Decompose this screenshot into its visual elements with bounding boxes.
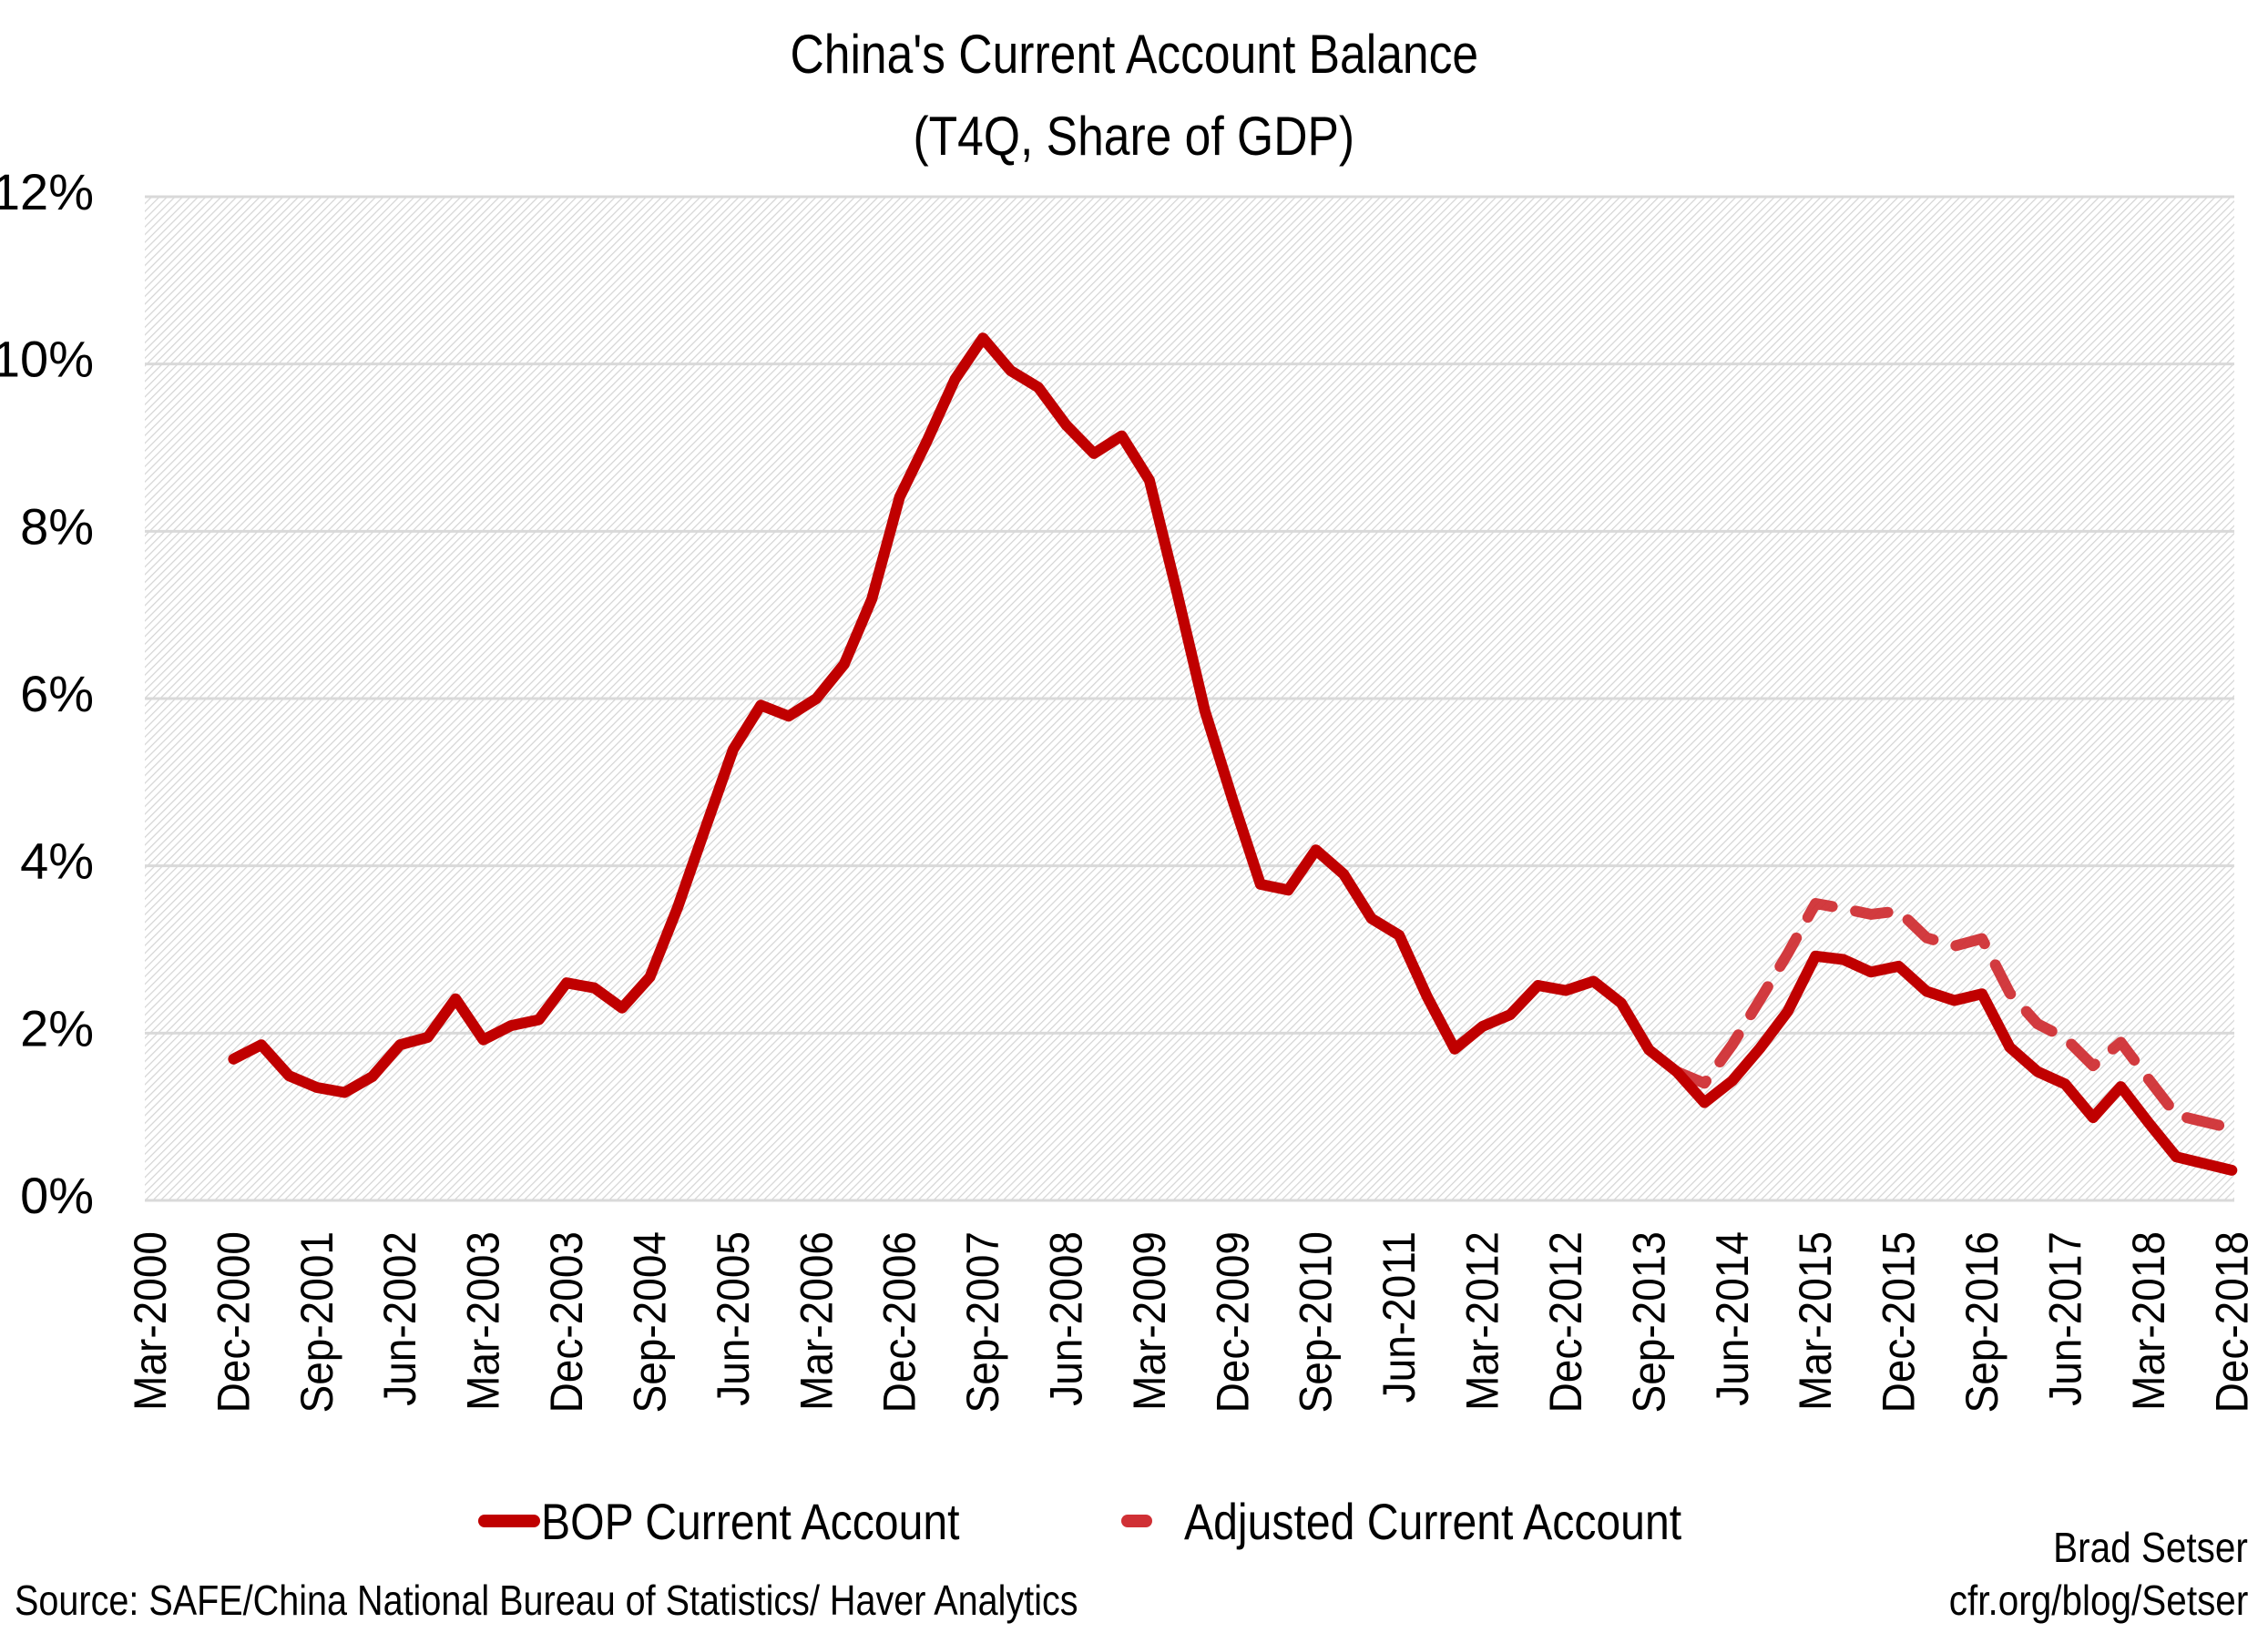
- x-tick-label: Sep-2010: [1292, 1231, 1342, 1413]
- chart-title-line-1: China's Current Account Balance: [0, 23, 2268, 87]
- x-tick-label: Mar-2003: [459, 1231, 509, 1411]
- solid-line-swatch-icon: [478, 1515, 540, 1527]
- legend-label-adjusted: Adjusted Current Account: [1184, 1492, 1682, 1550]
- y-tick-label: 2%: [20, 999, 94, 1056]
- series-layer: [228, 332, 2238, 1176]
- y-tick-label: 6%: [20, 665, 94, 722]
- legend-item-adjusted[interactable]: Adjusted Current Account: [1120, 1485, 1762, 1557]
- x-tick-label: Jun-2017: [2041, 1231, 2091, 1406]
- x-tick-label: Jun-2002: [376, 1231, 426, 1406]
- chart-subtitle: (T4Q, Share of GDP): [913, 106, 1355, 167]
- y-tick-label: 0%: [20, 1167, 94, 1224]
- source-text: Source: SAFE/China National Bureau of St…: [15, 1577, 1078, 1624]
- x-tick-label: Sep-2013: [1625, 1231, 1675, 1413]
- chart-title: China's Current Account Balance: [790, 24, 1478, 85]
- x-tick-label: Dec-2012: [1541, 1231, 1591, 1413]
- x-tick-label: Mar-2018: [2124, 1231, 2174, 1411]
- x-tick-label: Jun-2011: [1374, 1231, 1425, 1403]
- blog-url-text: cfr.org/blog/Setser: [1948, 1577, 2248, 1624]
- x-tick-label: Sep-2001: [292, 1231, 342, 1413]
- x-axis-labels: Mar-2000 Dec-2000 Sep-2001 Jun-2002 Mar-2003…: [126, 1231, 2257, 1413]
- x-tick-label: Dec-2009: [1209, 1231, 1259, 1413]
- x-tick-label: Sep-2007: [958, 1231, 1008, 1413]
- adjusted-current-account-line: [1670, 898, 2238, 1134]
- author-credit: Brad Setser: [2027, 1523, 2248, 1572]
- source-note: Source: SAFE/China National Bureau of St…: [15, 1576, 1251, 1625]
- legend-item-bop[interactable]: BOP Current Account: [477, 1485, 1027, 1557]
- x-tick-label: Mar-2000: [126, 1231, 176, 1411]
- x-tick-label: Jun-2008: [1042, 1231, 1092, 1406]
- x-tick-label: Sep-2004: [626, 1231, 676, 1413]
- x-tick-label: Mar-2006: [792, 1231, 843, 1411]
- y-axis-labels: 0% 2% 4% 6% 8% 10% 12%: [0, 163, 94, 1224]
- x-tick-label: Dec-2015: [1875, 1231, 1925, 1413]
- x-tick-label: Mar-2012: [1458, 1231, 1508, 1411]
- x-tick-label: Jun-2014: [1708, 1231, 1758, 1406]
- bop-current-account-line: [228, 332, 2238, 1176]
- legend: BOP Current Account Adjusted Current Acc…: [0, 1485, 2268, 1557]
- chart-subtitle-line-2: (T4Q, Share of GDP): [0, 105, 2268, 168]
- x-tick-label: Mar-2015: [1791, 1231, 1841, 1411]
- x-tick-label: Mar-2009: [1125, 1231, 1175, 1411]
- legend-label-bop: BOP Current Account: [541, 1492, 960, 1550]
- y-tick-label: 4%: [20, 832, 94, 890]
- y-tick-label: 10%: [0, 331, 94, 388]
- x-tick-label: Dec-2000: [209, 1231, 260, 1413]
- y-tick-label: 8%: [20, 497, 94, 555]
- x-tick-label: Sep-2016: [1957, 1231, 2007, 1413]
- y-tick-label: 12%: [0, 163, 94, 220]
- x-tick-label: Dec-2003: [542, 1231, 592, 1413]
- x-tick-label: Jun-2005: [709, 1231, 759, 1406]
- x-tick-label: Dec-2018: [2208, 1231, 2258, 1413]
- blog-url[interactable]: cfr.org/blog/Setser: [1908, 1576, 2248, 1625]
- x-tick-label: Dec-2006: [875, 1231, 925, 1413]
- author-name: Brad Setser: [2053, 1524, 2248, 1571]
- dashed-line-swatch-icon: [1121, 1515, 1152, 1527]
